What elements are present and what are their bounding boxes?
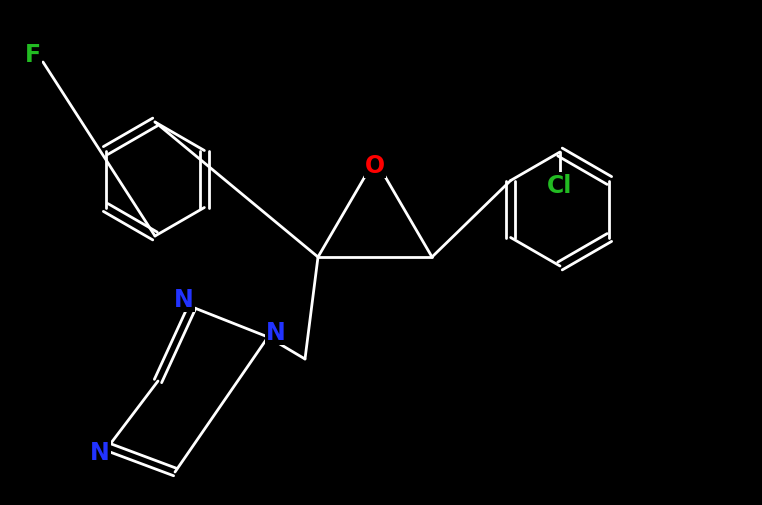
- Text: N: N: [266, 320, 286, 344]
- Text: F: F: [25, 43, 41, 67]
- Text: N: N: [174, 287, 194, 312]
- Text: N: N: [90, 440, 110, 464]
- Text: Cl: Cl: [547, 174, 573, 197]
- Text: O: O: [365, 154, 385, 178]
